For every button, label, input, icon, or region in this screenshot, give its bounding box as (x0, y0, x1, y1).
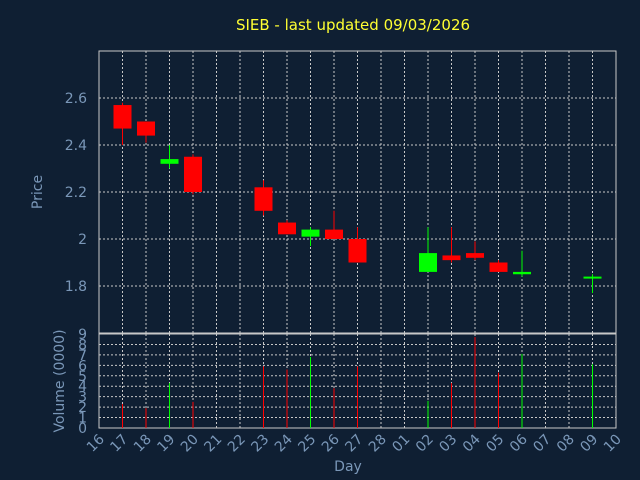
candle-body (466, 253, 484, 258)
candle-body (254, 187, 273, 211)
x-tick-label: 17 (107, 432, 131, 456)
x-tick-label: 24 (272, 431, 296, 455)
x-tick-label: 27 (342, 432, 366, 456)
candle-body (348, 239, 367, 263)
x-tick-label: 01 (389, 432, 413, 456)
x-tick-label: 20 (178, 432, 202, 456)
volume-tick-label: 0 (78, 421, 87, 437)
candle-body (113, 105, 132, 129)
volume-tick-label: 5 (78, 369, 87, 385)
x-tick-label: 04 (460, 431, 484, 455)
x-tick-label: 26 (319, 431, 343, 455)
volume-tick-label: 3 (78, 390, 87, 406)
x-tick-label: 05 (483, 432, 507, 456)
price-tick-label: 2 (78, 232, 87, 248)
x-tick-label: 02 (413, 432, 437, 456)
x-tick-label: 19 (154, 432, 178, 456)
x-tick-label: 06 (507, 431, 531, 455)
volume-tick-label: 6 (78, 358, 87, 374)
volume-tick-label: 2 (78, 400, 87, 416)
candle-body (137, 121, 155, 136)
candle-body (489, 262, 508, 272)
price-y-ticks: 1.8 2 2.2 2.4 2.6 (65, 91, 87, 295)
price-tick-label: 1.8 (65, 279, 87, 295)
candle-body (184, 156, 202, 192)
candle-body (301, 229, 320, 237)
candle-body (442, 255, 461, 261)
x-axis-label: Day (334, 459, 362, 475)
candle-body (160, 159, 179, 164)
price-axis-label: Price (30, 175, 46, 209)
x-tick-label: 08 (554, 432, 578, 456)
volume-tick-label: 8 (78, 337, 87, 353)
x-tick-label: 18 (131, 432, 155, 456)
chart-title: SIEB - last updated 09/03/2026 (236, 16, 470, 34)
volume-bars (122, 337, 593, 428)
x-tick-label: 16 (84, 431, 108, 455)
x-tick-label: 22 (225, 432, 249, 456)
candle-body (583, 276, 602, 279)
x-axis-ticks: 16 17 18 19 20 21 22 23 24 25 26 27 28 01 02 03 04 05 06 07… (84, 431, 625, 455)
volume-tick-label: 9 (78, 327, 87, 343)
x-tick-label: 23 (248, 432, 272, 456)
candles (113, 102, 602, 294)
volume-tick-label: 1 (78, 411, 87, 427)
volume-axis-label: Volume (0000) (52, 329, 68, 432)
candle-body (325, 229, 343, 239)
volume-tick-label: 7 (78, 348, 87, 364)
price-tick-label: 2.2 (65, 185, 87, 201)
x-tick-label: 03 (436, 432, 460, 456)
candle-body (513, 271, 531, 275)
x-tick-label: 21 (201, 432, 225, 456)
price-panel: 1.8 2 2.2 2.4 2.6 Price (30, 50, 617, 334)
x-tick-label: 28 (366, 432, 390, 456)
price-grid (98, 51, 617, 333)
x-tick-label: 09 (577, 432, 601, 456)
price-tick-label: 2.6 (65, 91, 87, 107)
price-tick-label: 2.4 (65, 138, 87, 154)
x-tick-label: 25 (295, 432, 319, 456)
x-tick-label: 10 (601, 432, 625, 456)
candle-body (419, 253, 437, 272)
x-tick-label: 07 (530, 432, 554, 456)
volume-tick-label: 4 (78, 379, 87, 395)
candle-body (278, 222, 296, 235)
